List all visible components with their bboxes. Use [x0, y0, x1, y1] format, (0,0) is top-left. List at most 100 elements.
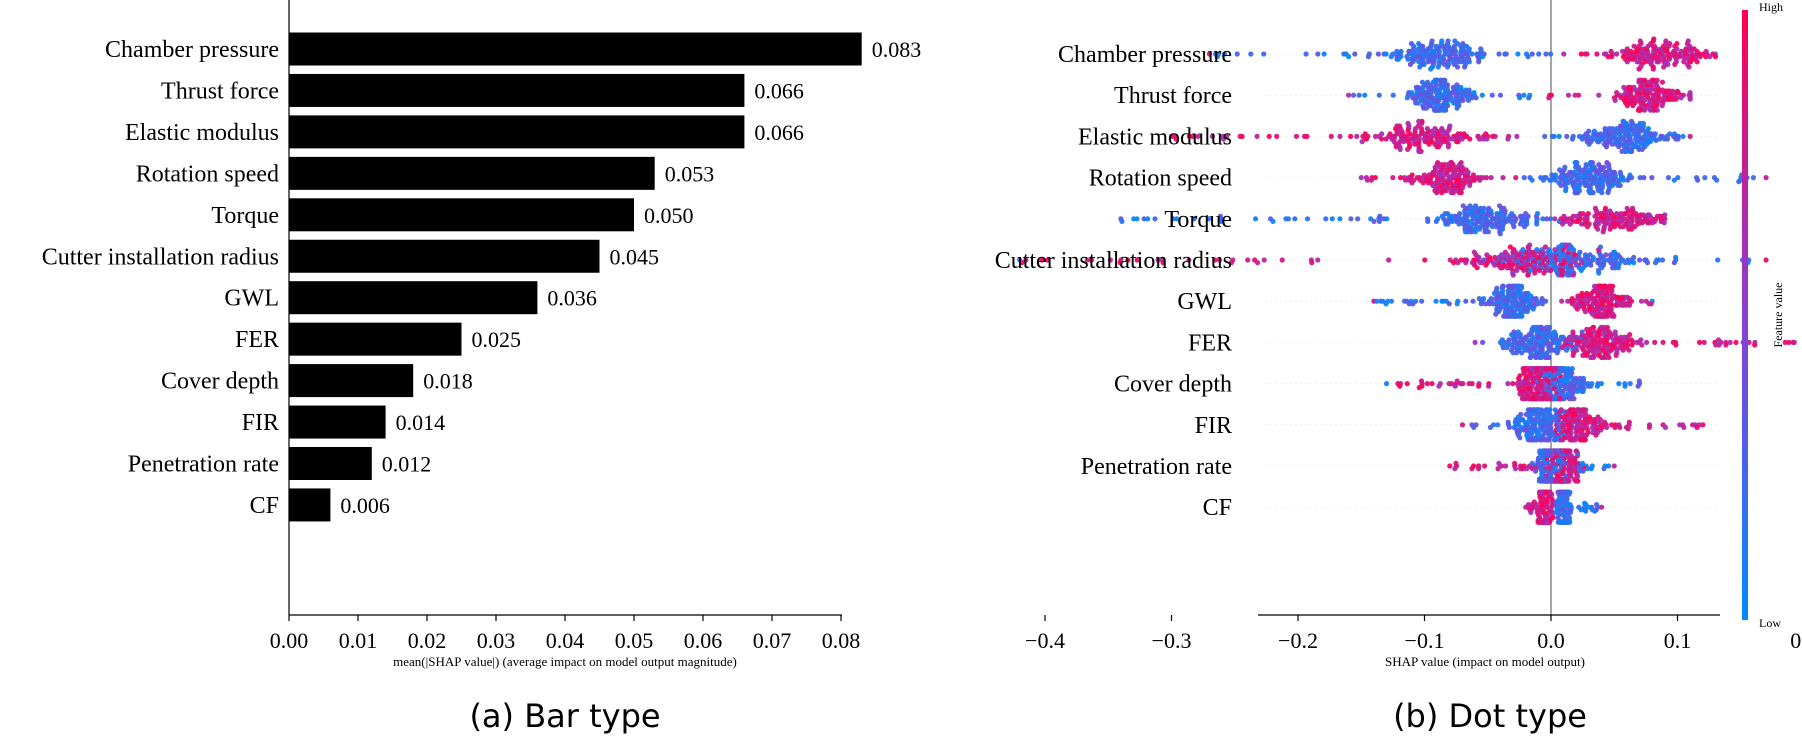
shap-dot — [1488, 208, 1494, 214]
shap-dot — [1469, 95, 1475, 101]
shap-dot — [1602, 205, 1609, 211]
shap-dot — [1506, 424, 1512, 430]
shap-dot — [1315, 51, 1321, 57]
shap-dot — [1534, 247, 1540, 253]
shap-dot — [1372, 133, 1379, 139]
shap-dot — [1593, 502, 1600, 508]
shap-dot — [1390, 175, 1396, 181]
shap-dot — [1666, 88, 1672, 94]
shap-dot — [1599, 190, 1605, 196]
x-tick-label: 0.00 — [270, 628, 309, 653]
shap-dot — [1205, 216, 1212, 222]
shap-dot — [1212, 257, 1218, 263]
shap-dot — [1567, 169, 1573, 175]
shap-dot — [1672, 61, 1678, 67]
shap-dot — [1507, 244, 1513, 250]
shap-dot — [1397, 175, 1404, 181]
shap-dot — [1645, 79, 1652, 85]
shap-dot — [1647, 213, 1653, 219]
shap-dot — [1586, 414, 1593, 420]
shap-dot — [1584, 51, 1590, 57]
shap-dot — [1215, 51, 1222, 57]
shap-dot — [1552, 177, 1558, 183]
shap-dot — [1518, 411, 1524, 417]
shap-dot — [1623, 100, 1629, 106]
shap-dot — [1543, 519, 1549, 525]
shap-dot — [1790, 339, 1796, 345]
shap-dot — [1383, 51, 1389, 57]
shap-dot — [1580, 437, 1586, 443]
shap-dot — [1619, 294, 1625, 300]
shap-dot — [1558, 182, 1564, 188]
shap-dot — [1530, 306, 1536, 312]
shap-dot — [1556, 133, 1562, 139]
shap-dot — [1570, 272, 1576, 278]
shap-dot — [1412, 126, 1419, 132]
shap-dot — [1712, 54, 1719, 60]
shap-dot — [1529, 460, 1535, 466]
shap-dot — [1450, 136, 1456, 142]
x-tick-label: −0.1 — [1405, 628, 1445, 653]
shap-dot — [1596, 139, 1602, 145]
shap-dot — [1628, 56, 1635, 62]
shap-dot — [1458, 381, 1464, 387]
shap-dot — [1689, 46, 1695, 52]
shap-dot — [1620, 118, 1626, 124]
shap-dot — [1525, 272, 1531, 278]
shap-dot — [1416, 118, 1422, 124]
shap-dot — [1567, 473, 1573, 479]
shap-dot — [1647, 139, 1653, 145]
shap-dot — [1523, 211, 1529, 217]
shap-dot — [1412, 56, 1418, 62]
shap-dot — [1410, 95, 1416, 101]
shap-dot — [1597, 211, 1604, 217]
shap-dot — [1662, 212, 1668, 218]
shap-dot — [1577, 375, 1583, 381]
shap-dot — [1595, 260, 1601, 266]
shap-dot — [1637, 175, 1643, 181]
shap-dot — [1496, 51, 1502, 57]
shap-dot — [1406, 48, 1412, 55]
shap-dot — [1160, 260, 1166, 266]
shap-dot — [1350, 92, 1357, 98]
shap-dot — [1568, 453, 1574, 459]
shap-dot — [1125, 257, 1131, 263]
shap-dot — [1586, 306, 1592, 312]
shap-dot — [1497, 231, 1503, 237]
shap-dot — [1649, 220, 1656, 226]
shap-dot — [1514, 267, 1520, 273]
shap-dot — [1533, 354, 1539, 360]
shap-dot — [1645, 43, 1651, 49]
shap-dot — [1595, 221, 1601, 227]
shap-dot — [1673, 254, 1679, 260]
colorbar-high-label: High — [1759, 0, 1783, 14]
shap-dot — [1466, 381, 1472, 387]
shap-dot — [1614, 90, 1620, 96]
shap-dot — [1624, 205, 1630, 211]
shap-dot — [1545, 437, 1551, 443]
shap-dot — [1627, 84, 1634, 90]
shap-dot — [1389, 136, 1395, 142]
x-tick-label: 0.01 — [339, 628, 378, 653]
shap-dot — [1640, 212, 1646, 218]
beeswarm-x-axis-label: SHAP value (impact on model output) — [1385, 654, 1585, 669]
shap-dot — [1681, 59, 1687, 65]
shap-dot — [1620, 302, 1626, 308]
shap-dot — [1558, 478, 1564, 484]
shap-dot — [1452, 466, 1458, 472]
shap-dot — [1661, 64, 1667, 70]
shap-dot — [1426, 141, 1432, 147]
shap-dot — [1782, 339, 1788, 345]
shap-dot — [1404, 95, 1410, 101]
shap-dot — [1463, 87, 1469, 93]
shap-dot — [1521, 427, 1528, 433]
shap-dot — [1611, 249, 1618, 255]
value-label: 0.012 — [382, 452, 432, 477]
shap-dot — [1394, 56, 1400, 62]
shap-dot — [1084, 257, 1090, 263]
shap-dot — [1473, 95, 1479, 101]
shap-dot — [1501, 313, 1507, 319]
shap-dot — [1354, 133, 1360, 139]
shap-dot — [1687, 133, 1693, 139]
shap-dot — [1549, 414, 1555, 420]
